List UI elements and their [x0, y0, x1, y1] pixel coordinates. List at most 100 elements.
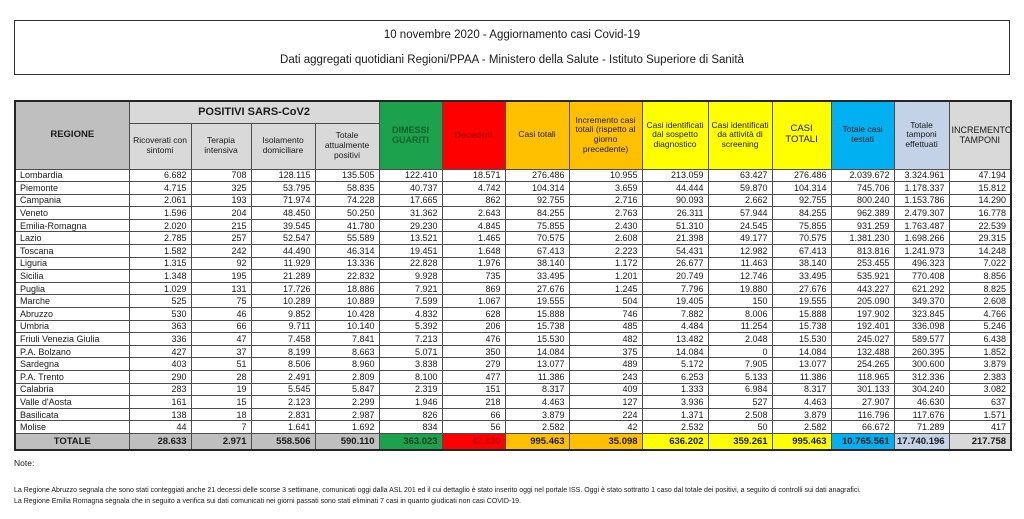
value-cell: 11.386 [771, 370, 832, 384]
notes-section: Note: La Regione Abruzzo segnala che son… [14, 458, 1014, 507]
value-cell: 46.314 [314, 244, 380, 258]
totale-value-cell: 42.330 [441, 432, 506, 451]
value-cell: 54.431 [641, 244, 709, 258]
value-cell: 8.100 [378, 370, 443, 384]
value-cell: 8.199 [250, 344, 316, 359]
value-cell: 66 [441, 407, 506, 422]
value-cell: 47 [190, 332, 252, 346]
value-cell: 192.401 [830, 319, 895, 334]
value-cell: 15.738 [504, 319, 570, 334]
value-cell: 21.398 [641, 231, 709, 246]
value-cell: 1.648 [441, 244, 506, 258]
value-cell: 1.241.973 [893, 244, 950, 258]
value-cell: 245.027 [830, 332, 895, 346]
value-cell: 349.370 [893, 294, 950, 309]
value-cell: 27.907 [830, 395, 895, 409]
value-cell: 116.796 [830, 407, 895, 422]
value-cell: 6.682 [128, 168, 192, 183]
value-cell: 260.395 [893, 344, 950, 359]
table-row: P.A. Bolzano 427 37 8.199 8.663 5.071 350 14.08… [14, 344, 1012, 359]
value-cell: 8.317 [504, 382, 570, 397]
value-cell: 195 [190, 269, 252, 283]
table-header: REGIONE POSITIVI SARS-CoV2 DIMESSI GUARI… [14, 100, 1012, 170]
value-cell: 6.984 [707, 382, 773, 397]
value-cell: 3.082 [948, 382, 1012, 397]
value-cell: 1.571 [948, 407, 1012, 422]
value-cell: 92.755 [504, 193, 570, 208]
value-cell: 11.386 [504, 370, 570, 384]
table-row: Lombardia 6.682 708 128.115 135.505 122.410 18… [14, 168, 1012, 183]
value-cell: 55.589 [314, 231, 380, 246]
value-cell: 15.888 [771, 307, 832, 321]
totale-row: TOTALE 28.633 2.971 558.506 590.110 363.023 42… [14, 432, 1012, 451]
value-cell: 1.946 [378, 395, 443, 409]
value-cell: 47.194 [948, 168, 1012, 183]
note-emilia-romagna: La Regione Emilia Romagna segnala che in… [14, 497, 521, 505]
value-cell: 13.077 [504, 357, 570, 371]
totale-value-cell: 35.098 [568, 432, 643, 451]
value-cell: 2.061 [128, 193, 192, 208]
value-cell: 304.240 [893, 382, 950, 397]
value-cell: 3.879 [504, 407, 570, 422]
value-cell: 409 [568, 382, 643, 397]
value-cell: 71.289 [893, 420, 950, 434]
value-cell: 8.960 [314, 357, 380, 371]
value-cell: 26.311 [641, 206, 709, 220]
value-cell: 138 [128, 407, 192, 422]
value-cell: 403 [128, 357, 192, 371]
value-cell: 37 [190, 344, 252, 359]
value-cell: 2.809 [314, 370, 380, 384]
value-cell: 8.317 [771, 382, 832, 397]
value-cell: 58.835 [314, 181, 380, 195]
col-header-deceduti: Deceduti [441, 100, 506, 170]
value-cell: 56 [441, 420, 506, 434]
value-cell: 117.676 [893, 407, 950, 422]
value-cell: 8.663 [314, 344, 380, 359]
value-cell: 5.545 [250, 382, 316, 397]
value-cell: 13.482 [641, 332, 709, 346]
value-cell: 40.737 [378, 181, 443, 195]
region-cell: P.A. Trento [14, 370, 130, 384]
value-cell: 535.921 [830, 269, 895, 283]
table-row: Abruzzo 530 46 9.852 10.428 4.832 628 15.888 746… [14, 307, 1012, 321]
value-cell: 7.599 [378, 294, 443, 309]
value-cell: 213.059 [641, 168, 709, 183]
value-cell: 122.410 [378, 168, 443, 183]
value-cell: 14.084 [771, 344, 832, 359]
value-cell: 2.020 [128, 218, 192, 233]
value-cell: 14.290 [948, 193, 1012, 208]
value-cell: 363 [128, 319, 192, 334]
value-cell: 1.465 [441, 231, 506, 246]
totale-value-cell: 217.758 [948, 432, 1012, 451]
col-header-incremento-casi: Incremento casi totali (rispetto al gior… [568, 100, 643, 170]
value-cell: 325 [190, 181, 252, 195]
value-cell: 276.486 [771, 168, 832, 183]
value-cell: 477 [441, 370, 506, 384]
value-cell: 204 [190, 206, 252, 220]
value-cell: 90.093 [641, 193, 709, 208]
value-cell: 489 [568, 357, 643, 371]
value-cell: 813.816 [830, 244, 895, 258]
value-cell: 44 [128, 420, 192, 434]
value-cell: 1.348 [128, 269, 192, 283]
col-header-regione: REGIONE [14, 100, 130, 170]
value-cell: 8.825 [948, 281, 1012, 296]
value-cell: 10.955 [568, 168, 643, 183]
value-cell: 127 [568, 395, 643, 409]
value-cell: 15.530 [504, 332, 570, 346]
value-cell: 2.479.307 [893, 206, 950, 220]
col-header-terapia-intensiva: Terapia intensiva [190, 122, 252, 170]
table-row: Basilicata 138 18 2.831 2.987 826 66 3.879 224 1.… [14, 407, 1012, 422]
notes-label: Note: [14, 458, 35, 468]
value-cell: 84.255 [771, 206, 832, 220]
value-cell: 869 [441, 281, 506, 296]
value-cell: 2.532 [641, 420, 709, 434]
value-cell: 11.463 [707, 256, 773, 271]
value-cell: 8.506 [250, 357, 316, 371]
value-cell: 4.484 [641, 319, 709, 334]
table-row: Liguria 1.315 92 11.929 13.336 22.828 1.976 38.… [14, 256, 1012, 271]
value-cell: 206 [441, 319, 506, 334]
value-cell: 118.965 [830, 370, 895, 384]
value-cell: 224 [568, 407, 643, 422]
value-cell: 41.780 [314, 218, 380, 233]
